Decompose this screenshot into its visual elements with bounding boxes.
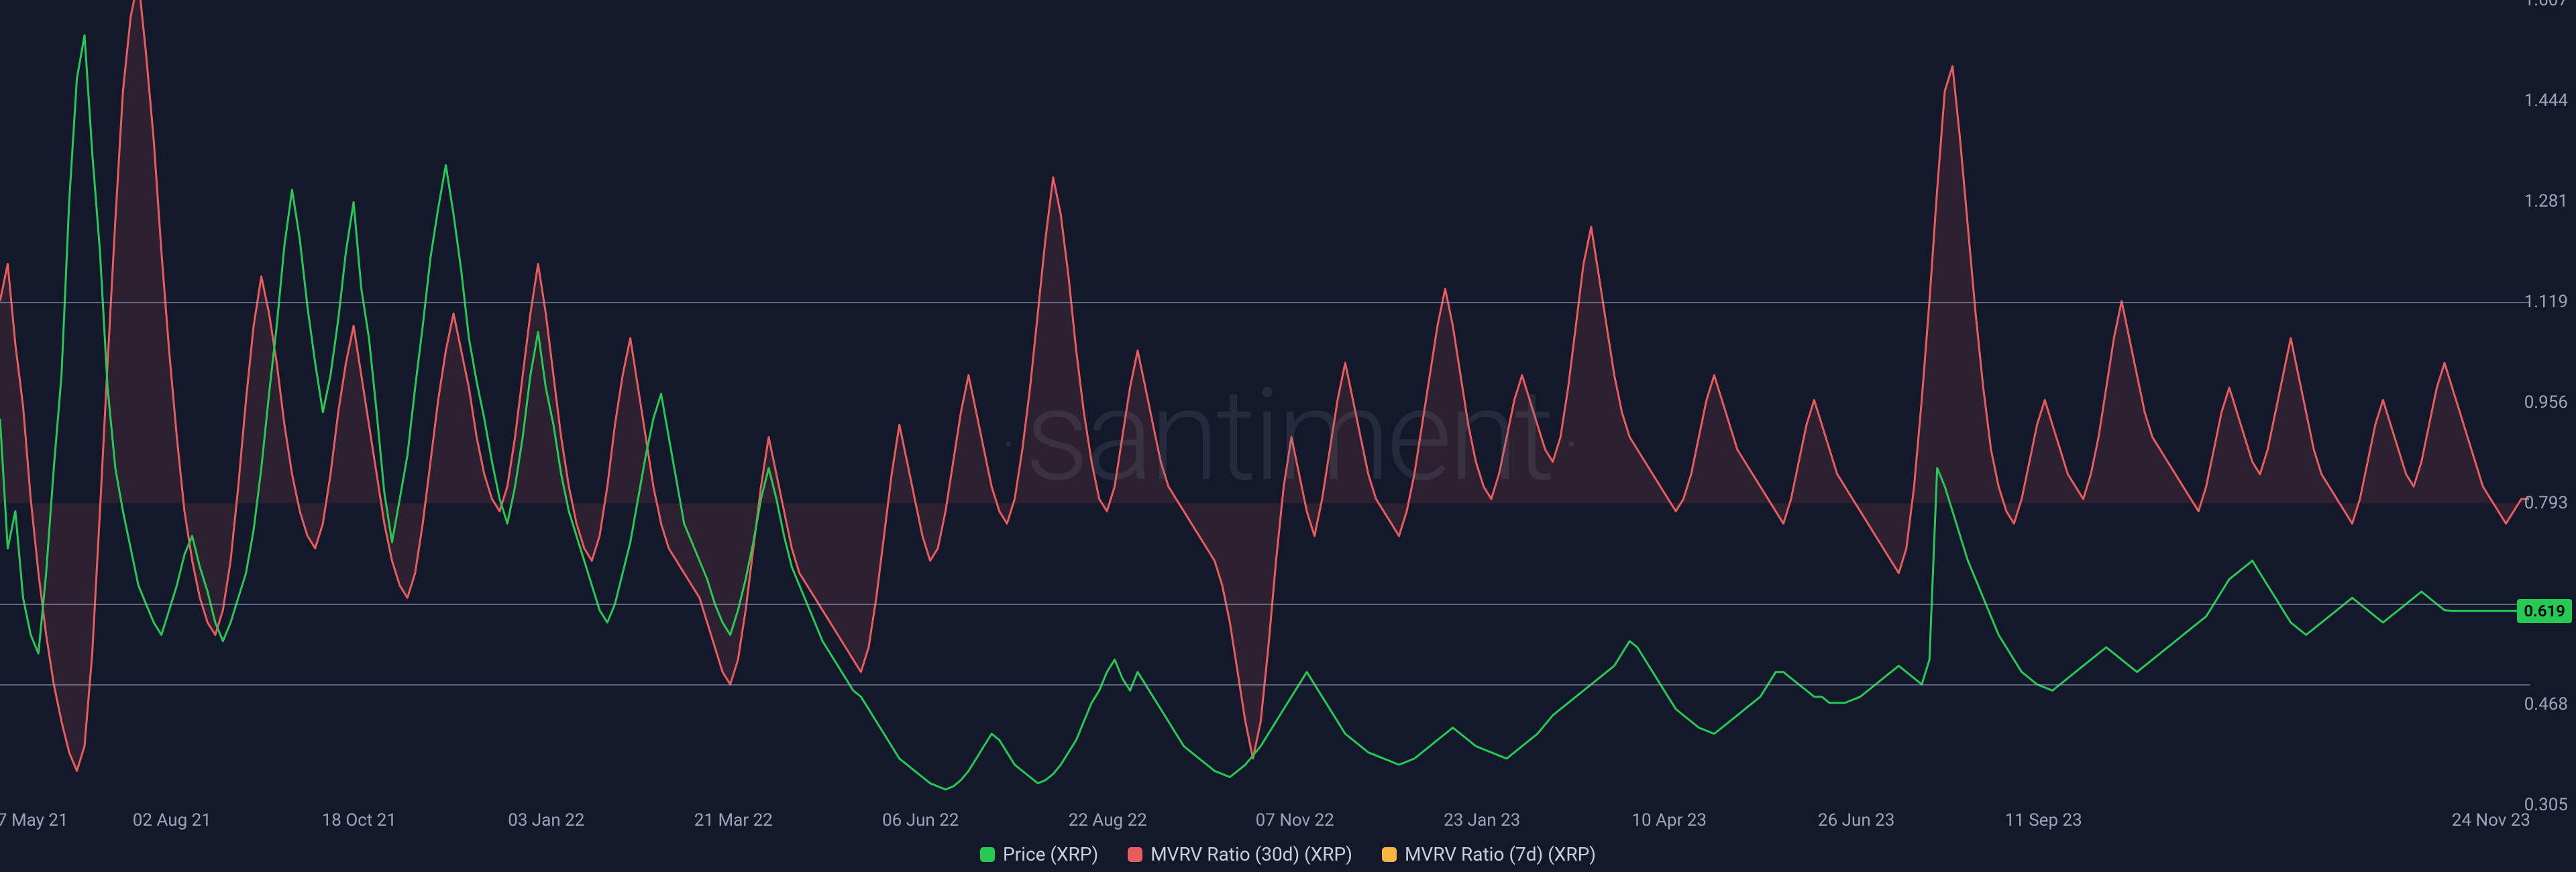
x-tick-label: 10 Apr 23 xyxy=(1631,810,1707,830)
y-tick-label: 1.281 xyxy=(2524,191,2568,211)
x-tick-label: 06 Jun 22 xyxy=(882,810,959,830)
gridline xyxy=(0,684,2530,686)
y-tick-label: 1.444 xyxy=(2524,91,2568,111)
gridline xyxy=(0,604,2530,605)
y-tick-label: 1.607 xyxy=(2524,0,2568,10)
x-tick-label: 07 Nov 22 xyxy=(1256,810,1334,830)
x-tick-label: 17 May 21 xyxy=(0,810,68,830)
y-tick-label: 0.305 xyxy=(2524,795,2568,815)
legend-swatch xyxy=(980,847,995,862)
legend-item-price[interactable]: Price (XRP) xyxy=(980,843,1098,865)
x-tick-label: 03 Jan 22 xyxy=(508,810,584,830)
legend-item-mvrv30[interactable]: MVRV Ratio (30d) (XRP) xyxy=(1128,843,1352,865)
crypto-chart[interactable]: ·santiment· 0.3050.4680.6190.7930.9561.1… xyxy=(0,0,2576,872)
current-price-badge: 0.619 xyxy=(2517,599,2572,623)
legend-swatch xyxy=(1128,847,1142,862)
legend-label: Price (XRP) xyxy=(1003,843,1098,865)
x-tick-label: 22 Aug 22 xyxy=(1069,810,1147,830)
x-tick-label: 02 Aug 21 xyxy=(133,810,211,830)
x-tick-label: 24 Nov 23 xyxy=(2452,810,2530,830)
legend-swatch xyxy=(1382,847,1397,862)
legend-label: MVRV Ratio (30d) (XRP) xyxy=(1150,843,1352,865)
x-tick-label: 21 Mar 22 xyxy=(694,810,773,830)
y-tick-label: 0.793 xyxy=(2524,493,2568,513)
x-tick-label: 18 Oct 21 xyxy=(322,810,396,830)
x-tick-label: 11 Sep 23 xyxy=(2005,810,2082,830)
legend-label: MVRV Ratio (7d) (XRP) xyxy=(1405,843,1596,865)
legend: Price (XRP) MVRV Ratio (30d) (XRP) MVRV … xyxy=(980,843,1596,865)
gridline xyxy=(0,302,2530,303)
y-tick-label: 1.119 xyxy=(2524,292,2568,312)
x-tick-label: 26 Jun 23 xyxy=(1818,810,1894,830)
x-tick-label: 23 Jan 23 xyxy=(1444,810,1520,830)
y-tick-label: 0.956 xyxy=(2524,392,2568,413)
chart-svg xyxy=(0,0,2576,872)
legend-item-mvrv7[interactable]: MVRV Ratio (7d) (XRP) xyxy=(1382,843,1596,865)
y-tick-label: 0.468 xyxy=(2524,694,2568,714)
